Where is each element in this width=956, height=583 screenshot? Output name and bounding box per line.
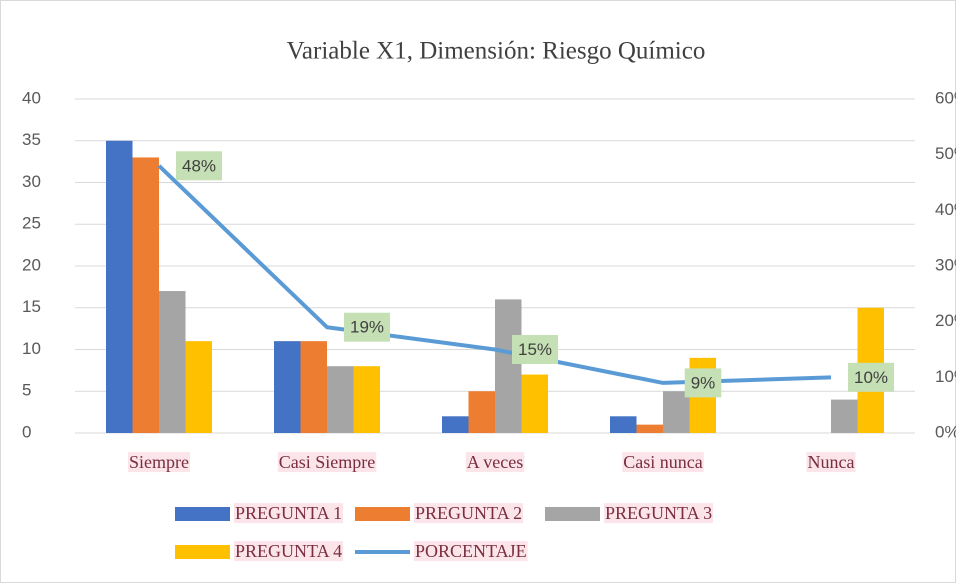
label-background [847,362,895,392]
y-tick-label: 5 [22,381,31,400]
bar [327,366,354,433]
label-background [806,452,856,473]
bar [610,416,637,433]
y2-tick-label: 10% [935,367,956,386]
legend-label: PREGUNTA 4 [235,541,342,561]
label-background [684,368,722,398]
y2-tick-label: 60% [935,88,956,107]
bar [495,299,522,433]
bar [831,399,858,433]
legend-label: PREGUNTA 2 [415,503,522,523]
label-background [175,151,223,181]
label-background [277,452,377,473]
legend-swatch [175,545,230,559]
label-background [511,334,559,364]
bar [185,341,212,433]
y-tick-label: 35 [22,130,41,149]
label-background [414,541,528,562]
data-label: 15% [518,340,552,359]
y2-tick-label: 0% [935,422,956,441]
bar [636,424,663,433]
label-background [622,452,704,473]
data-label: 19% [350,318,384,337]
label-background [343,312,391,342]
x-tick-label: Casi Siempre [279,452,376,472]
legend-swatch [175,507,230,521]
chart-title: Variable X1, Dimensión: Riesgo Químico [287,38,706,65]
y2-tick-label: 50% [935,144,956,163]
legend-label: PREGUNTA 1 [235,503,342,523]
y-tick-label: 30 [22,172,41,191]
legend-label: PORCENTAJE [415,541,527,561]
y-tick-label: 0 [22,422,31,441]
x-tick-label: Casi nunca [623,452,702,472]
bar [159,291,186,433]
y2-tick-label: 20% [935,311,956,330]
legend-swatch [355,507,410,521]
bar [106,140,133,433]
bar [663,391,690,433]
x-tick-label: Siempre [129,452,189,472]
x-tick-label: A veces [467,452,523,472]
label-background [234,541,344,562]
data-label: 48% [182,156,216,175]
x-tick-label: Nunca [808,452,855,472]
bar [300,341,327,433]
y2-tick-label: 30% [935,255,956,274]
y2-tick-label: 40% [935,200,956,219]
label-background [604,503,714,524]
y-tick-label: 15 [22,297,41,316]
bar [274,341,301,433]
y-tick-label: 40 [22,88,41,107]
label-background [414,503,524,524]
bar [521,374,548,433]
bar [353,366,380,433]
label-background [465,452,525,473]
bar [132,157,159,433]
legend-swatch [545,507,600,521]
label-background [234,503,344,524]
y-tick-label: 10 [22,339,41,358]
data-label: 9% [691,373,716,392]
y-tick-label: 20 [22,255,41,274]
label-background [128,452,190,473]
bar [468,391,495,433]
y-tick-label: 25 [22,214,41,233]
data-label: 10% [854,368,888,387]
legend-label: PREGUNTA 3 [605,503,712,523]
bar [442,416,469,433]
